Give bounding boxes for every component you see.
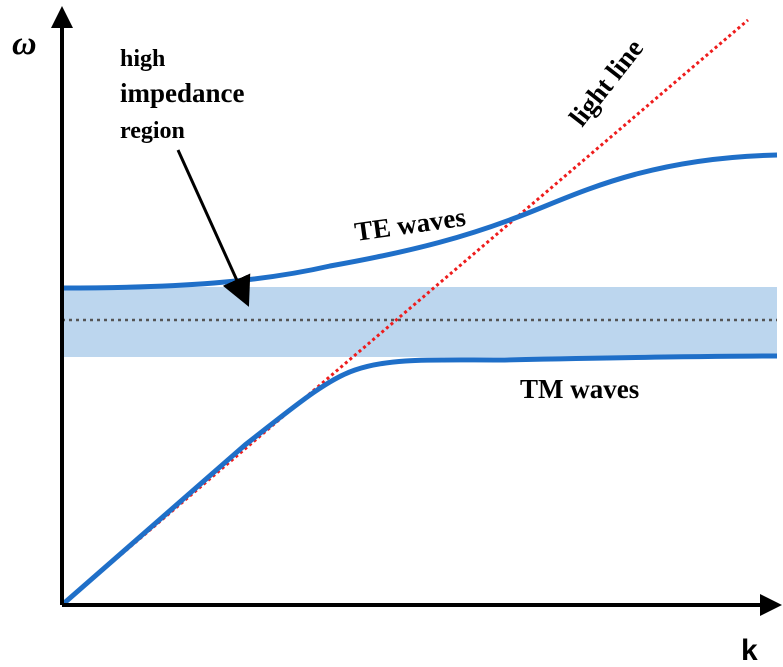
light-line-label: light line <box>563 33 649 131</box>
tm-waves-label: TM waves <box>520 374 639 404</box>
y-axis-arrowhead <box>51 6 73 28</box>
region-pointer-arrow <box>176 149 251 307</box>
region-label-line1: high <box>120 46 165 72</box>
y-axis-label: ω <box>12 25 37 62</box>
region-label-line2: impedance <box>120 78 245 108</box>
x-axis-label: k <box>741 634 758 667</box>
te-waves-curve <box>61 152 778 291</box>
tm-waves-curve <box>60 353 778 607</box>
high-impedance-band <box>62 287 777 357</box>
x-axis-arrowhead <box>760 594 782 616</box>
region-label-line3: region <box>120 118 185 144</box>
